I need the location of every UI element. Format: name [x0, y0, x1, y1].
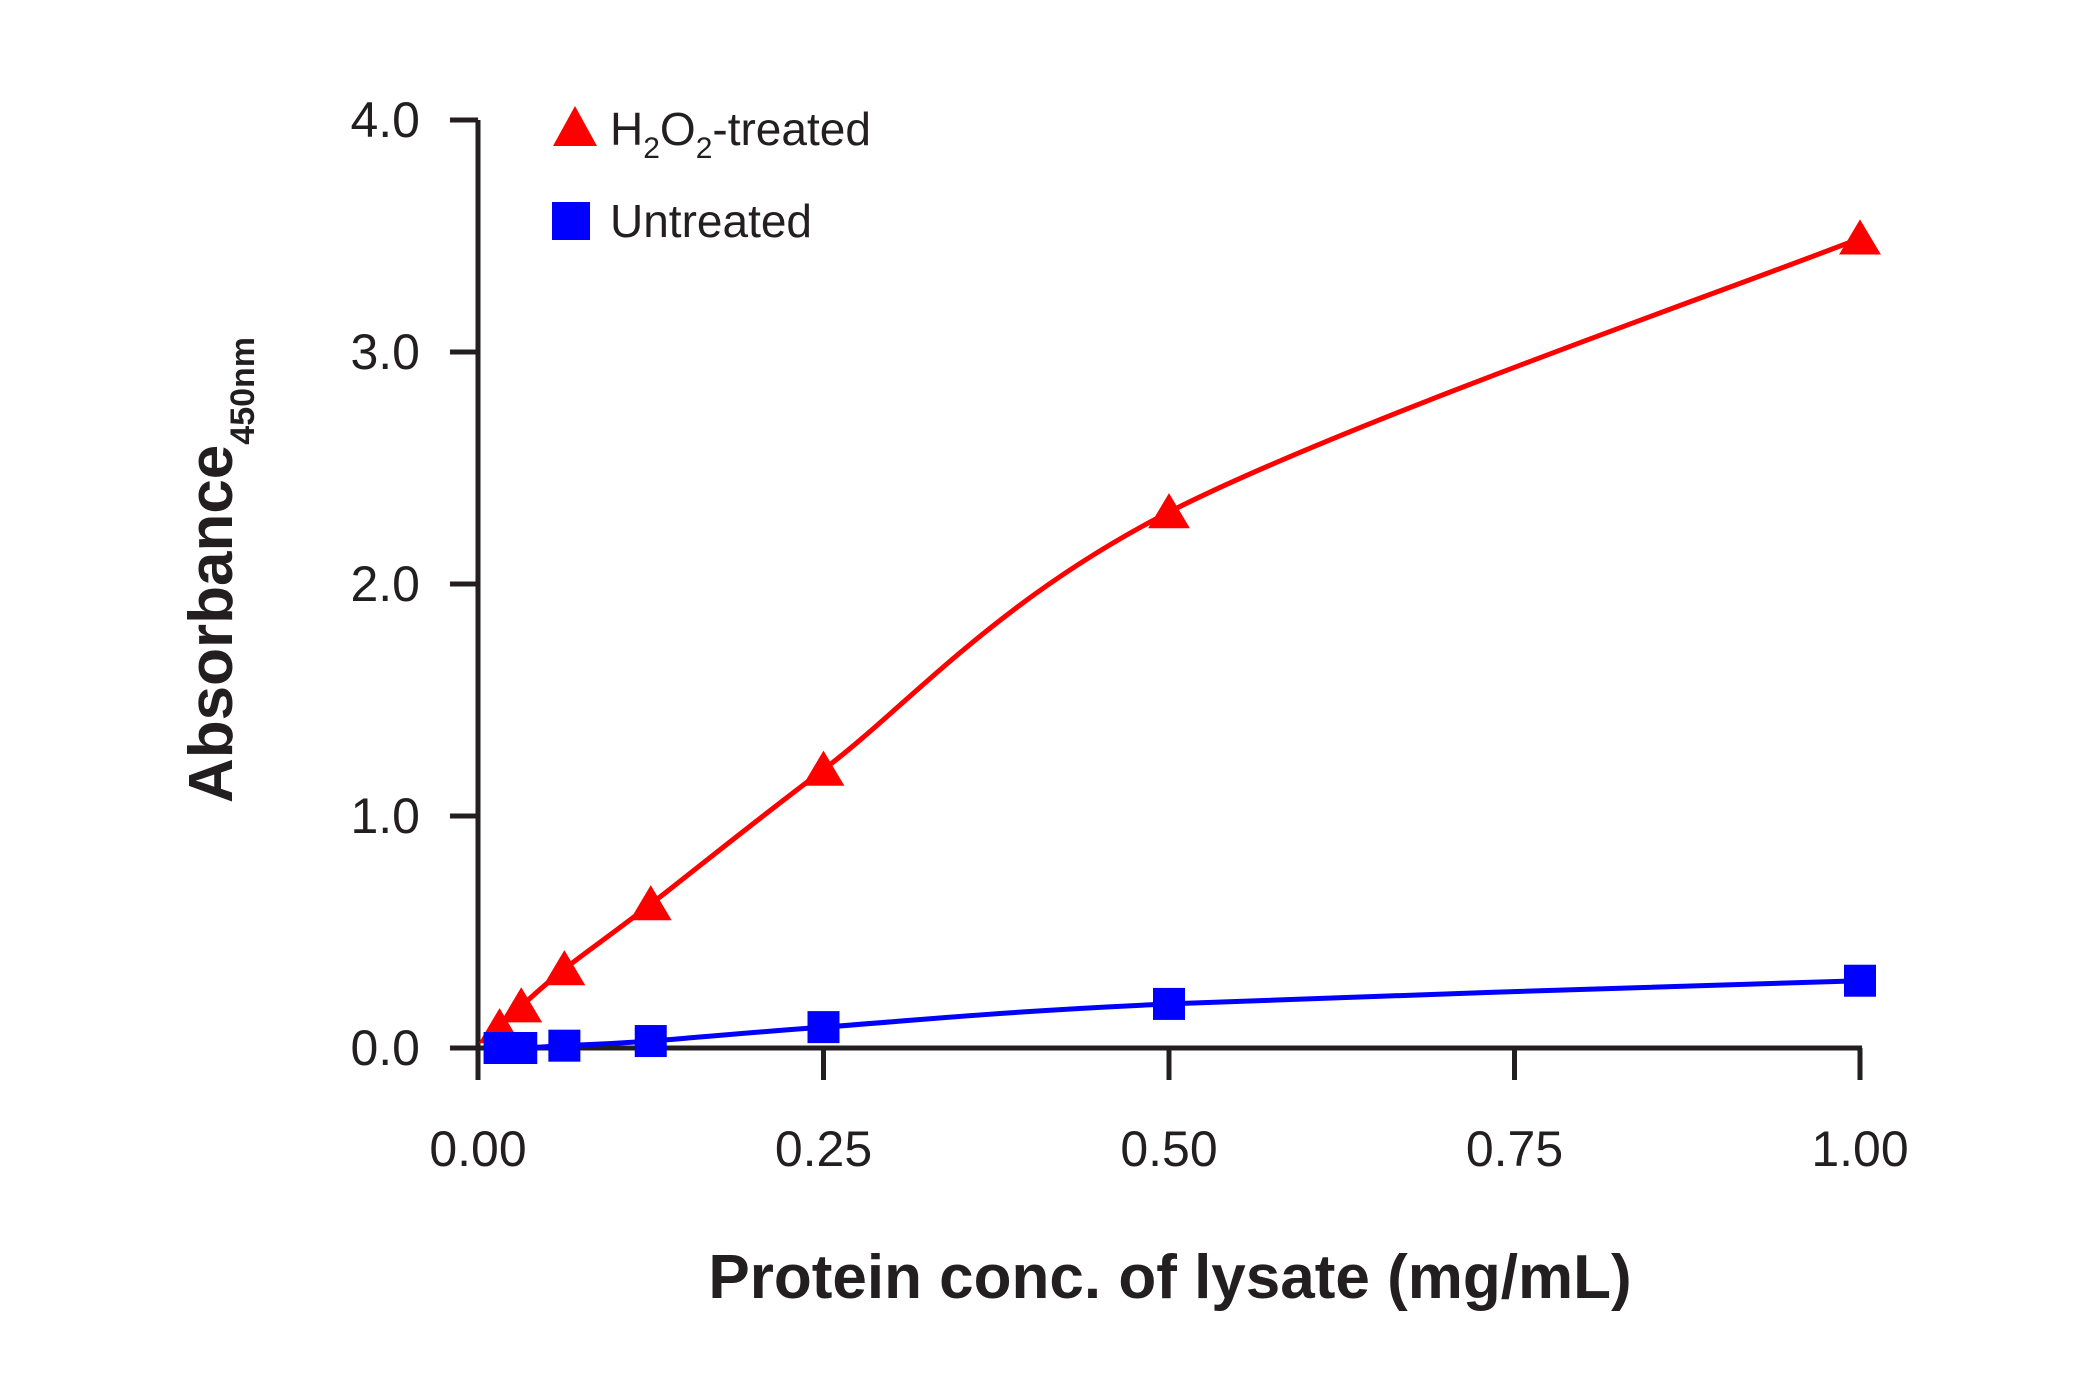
x-tick-label: 0.00: [429, 1121, 526, 1177]
x-ticks: 0.00 0.25 0.50 0.75 1.00: [429, 1048, 1909, 1177]
legend: H2O2-treated Untreated: [552, 103, 871, 247]
data-point-triangle: [1839, 219, 1881, 255]
x-tick-label: 0.50: [1120, 1121, 1217, 1177]
y-tick-label: 4.0: [350, 92, 420, 148]
y-tick-label: 0.0: [350, 1020, 420, 1076]
data-point-square: [634, 1025, 667, 1058]
x-tick-label: 0.25: [775, 1121, 872, 1177]
data-point-triangle: [802, 750, 845, 786]
y-tick-label: 2.0: [350, 556, 420, 612]
series-layer: [478, 219, 1881, 1064]
data-point-square: [505, 1032, 538, 1064]
legend-untreated-marker: [552, 202, 590, 240]
y-tick-label: 3.0: [350, 324, 420, 380]
x-tick-label: 1.00: [1811, 1121, 1908, 1177]
x-tick-label: 0.75: [1466, 1121, 1563, 1177]
data-point-square: [1153, 987, 1185, 1020]
legend-h2o2-marker: [553, 106, 597, 146]
y-axis-title: Absorbance450nm: [177, 337, 262, 803]
data-point-triangle: [629, 885, 672, 921]
y-tick-label: 1.0: [350, 788, 420, 844]
data-point-square: [548, 1029, 581, 1062]
data-point-square: [1844, 964, 1876, 997]
data-point-triangle: [1148, 493, 1190, 529]
data-point-square: [807, 1011, 840, 1044]
y-axis-title-main: Absorbance: [177, 445, 246, 803]
legend-h2o2-label: H2O2-treated: [610, 103, 871, 165]
data-point-triangle: [543, 950, 586, 986]
x-axis-title: Protein conc. of lysate (mg/mL): [708, 1243, 1631, 1312]
series-line-h2o2-treated: [497, 235, 1861, 1029]
y-axis-title-subscript: 450nm: [224, 337, 262, 445]
axes: [475, 120, 1862, 1051]
data-point-triangle: [500, 987, 543, 1023]
y-ticks: 0.0 1.0 2.0 3.0 4.0: [350, 92, 478, 1076]
legend-untreated-label: Untreated: [610, 195, 812, 247]
